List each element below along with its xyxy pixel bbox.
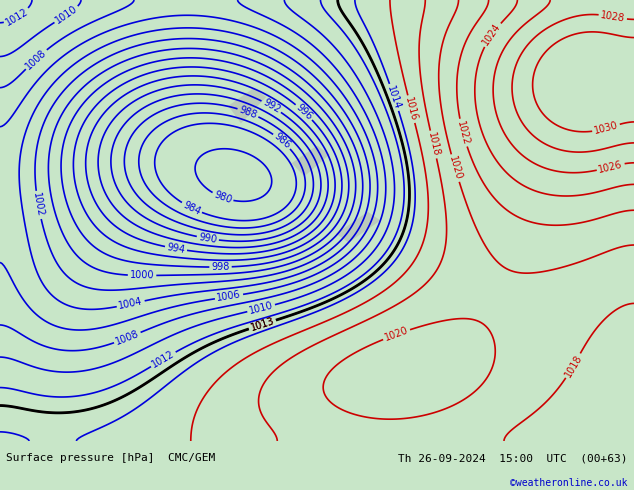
Text: 1006: 1006 — [216, 290, 242, 303]
Text: 1013: 1013 — [249, 316, 276, 333]
Text: 1014: 1014 — [385, 84, 403, 111]
Text: 998: 998 — [211, 262, 230, 272]
Text: 984: 984 — [181, 199, 202, 217]
Text: 1008: 1008 — [23, 47, 48, 71]
Text: 1002: 1002 — [31, 192, 46, 218]
Text: 986: 986 — [272, 131, 292, 151]
Text: 1010: 1010 — [53, 4, 79, 26]
Text: 1024: 1024 — [481, 22, 503, 48]
Text: 1012: 1012 — [150, 349, 176, 370]
Text: Th 26-09-2024  15:00  UTC  (00+63): Th 26-09-2024 15:00 UTC (00+63) — [398, 453, 628, 463]
Text: 1026: 1026 — [597, 159, 624, 174]
Polygon shape — [228, 88, 266, 123]
Text: 1016: 1016 — [403, 96, 419, 122]
Text: 992: 992 — [261, 98, 282, 115]
Text: 1022: 1022 — [455, 120, 471, 146]
Text: 1013: 1013 — [249, 316, 276, 333]
Text: 1020: 1020 — [383, 325, 410, 343]
Text: 1028: 1028 — [600, 10, 626, 24]
Text: 996: 996 — [294, 102, 314, 122]
Text: ©weatheronline.co.uk: ©weatheronline.co.uk — [510, 478, 628, 488]
Text: 1010: 1010 — [248, 300, 275, 316]
Text: Surface pressure [hPa]  CMC/GEM: Surface pressure [hPa] CMC/GEM — [6, 453, 216, 463]
Polygon shape — [292, 146, 330, 176]
Text: 1012: 1012 — [4, 6, 30, 27]
Text: 1018: 1018 — [563, 353, 584, 379]
Text: 1020: 1020 — [447, 155, 463, 181]
Text: 1000: 1000 — [130, 270, 154, 281]
Text: 1004: 1004 — [118, 296, 144, 311]
Text: 990: 990 — [198, 232, 217, 245]
Text: 988: 988 — [238, 104, 259, 121]
Text: 1018: 1018 — [426, 131, 441, 158]
Text: 1008: 1008 — [114, 329, 141, 347]
Text: 980: 980 — [212, 190, 233, 205]
Text: 994: 994 — [166, 242, 186, 255]
Text: 1030: 1030 — [593, 121, 619, 136]
Polygon shape — [336, 212, 380, 243]
